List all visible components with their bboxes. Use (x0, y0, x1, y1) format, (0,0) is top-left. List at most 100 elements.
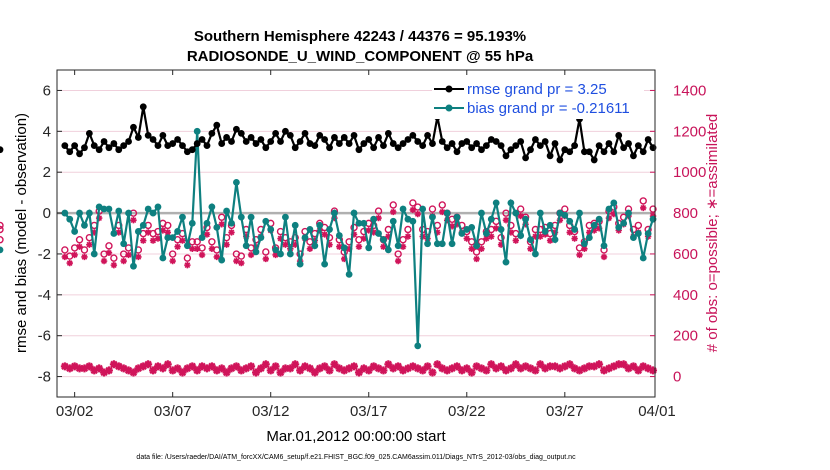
bias-point-8 (100, 205, 108, 213)
obs-assimilated-point-65 (379, 366, 388, 375)
rmse-point-32 (218, 140, 226, 147)
bias-point-2 (71, 228, 79, 235)
obs-assimilated-near-possible-8 (100, 257, 108, 265)
rmse-point-20 (159, 132, 167, 139)
bias-point-6 (90, 250, 98, 258)
rmse-point-121 (0, 146, 4, 154)
obs-assimilated-point-33 (222, 368, 231, 377)
obs-assimilated-point-24 (178, 368, 187, 377)
obs-assimilated-point-19 (153, 362, 162, 371)
obs-assimilated-point-37 (242, 364, 251, 373)
obs-assimilated-point-63 (369, 362, 378, 371)
rmse-point-109 (595, 142, 603, 150)
data-file-footnote: data file: /Users/raeder/DAI/ATM_forcXX/… (136, 454, 576, 461)
y-axis-ticks: -8 -6 -4 -2 0 2 4 6 (38, 82, 62, 386)
obs-assimilated-point-60 (354, 368, 363, 377)
obs-assimilated-near-possible-110 (600, 253, 608, 261)
bias-point-3 (76, 209, 83, 217)
obs-possible-point-30 (208, 238, 216, 246)
rmse-point-94 (522, 154, 529, 162)
rmse-point-57 (340, 134, 348, 141)
obs-assimilated-point-44 (276, 368, 285, 377)
obs-assimilated-point-69 (399, 366, 408, 375)
obs-assimilated-point-74 (423, 362, 432, 371)
obs-assimilated-near-possible-24 (179, 237, 186, 244)
bias-point-85 (478, 209, 485, 217)
obs-assimilated-point-101 (555, 364, 564, 373)
y2-tick-label-1: 200 (673, 328, 698, 345)
obs-assimilated-point-31 (212, 366, 221, 375)
rmse-point-56 (335, 140, 343, 147)
bias-point-68 (394, 242, 402, 250)
obs-assimilated-point-7 (95, 364, 104, 373)
rmse-point-79 (448, 140, 456, 147)
bias-point-37 (242, 242, 250, 250)
obs-possible-point-27 (193, 238, 201, 246)
obs-possible-point-32 (217, 213, 226, 221)
obs-assimilated-near-possible-7 (95, 214, 103, 222)
obs-assimilated-point-91 (506, 364, 515, 373)
bias-point-104 (571, 226, 579, 233)
bias-point-53 (321, 260, 329, 268)
obs-assimilated-near-possible-25 (184, 261, 191, 269)
rmse-point-90 (502, 152, 510, 160)
bias-point-14 (130, 262, 137, 270)
obs-assimilated-near-possible-107 (586, 229, 593, 236)
obs-assimilated-near-possible-67 (390, 208, 397, 216)
rmse-point-24 (179, 142, 186, 150)
rmse-point-17 (144, 132, 152, 139)
bias-point-119 (644, 230, 652, 237)
rmse-point-80 (453, 148, 461, 156)
obs-assimilated-point-11 (114, 362, 123, 371)
legend-bias-label: bias grand pr = -0.21611 (467, 100, 630, 117)
obs-assimilated-near-possible-112 (610, 210, 618, 218)
obs-assimilated-point-92 (511, 360, 520, 369)
legend-box (432, 76, 644, 119)
y-tick-label-4: 0 (43, 205, 51, 222)
obs-assimilated-near-possible-108 (591, 227, 598, 234)
obs-assimilated-near-possible-4 (81, 253, 88, 261)
obs-assimilated-point-56 (335, 364, 344, 373)
bias-point-52 (316, 221, 324, 229)
bias-point-26 (188, 219, 196, 227)
obs-assimilated-near-possible-32 (218, 221, 225, 228)
rmse-point-3 (76, 150, 83, 158)
obs-assimilated-point-95 (526, 364, 535, 373)
obs-assimilated-point-23 (173, 364, 182, 373)
plot-frame (56, 69, 656, 398)
rmse-point-113 (615, 132, 623, 139)
obs-assimilated-near-possible-6 (91, 229, 98, 236)
obs-assimilated-point-108 (590, 362, 599, 371)
y-tick-label-7: 6 (43, 82, 51, 99)
obs-assimilated-point-110 (600, 366, 609, 375)
rmse-point-43 (272, 129, 280, 137)
obs-assimilated-point-66 (384, 360, 393, 369)
bias-point-110 (600, 242, 608, 250)
bias-point-98 (541, 228, 549, 235)
rmse-point-96 (532, 136, 539, 143)
bias-point-105 (576, 209, 583, 217)
obs-assimilated-near-possible-56 (336, 243, 343, 250)
legend-rmse-marker (445, 85, 453, 93)
bias-point-77 (438, 240, 446, 248)
rmse-point-42 (267, 138, 275, 145)
obs-assimilated-point-105 (575, 366, 584, 375)
rmse-point-91 (507, 146, 515, 154)
obs-assimilated-point-96 (531, 366, 540, 375)
obs-assimilated-point-26 (188, 362, 197, 371)
rmse-point-111 (605, 140, 613, 147)
obs-assimilated-point-117 (634, 366, 643, 375)
bias-point-33 (223, 207, 230, 215)
obs-assimilated-near-possible-16 (140, 237, 147, 244)
obs-assimilated-point-104 (570, 364, 579, 373)
rmse-point-99 (546, 152, 554, 160)
obs-assimilated-point-113 (614, 360, 623, 369)
rmse-point-77 (438, 138, 446, 145)
bias-point-32 (218, 256, 226, 264)
obs-possible-point-41 (262, 248, 270, 256)
obs-assimilated-point-41 (261, 360, 270, 369)
obs-assimilated-point-14 (129, 368, 138, 377)
rmse-point-86 (482, 142, 490, 150)
obs-assimilated-point-106 (580, 364, 589, 373)
y2-tick-label-0: 0 (673, 369, 681, 386)
